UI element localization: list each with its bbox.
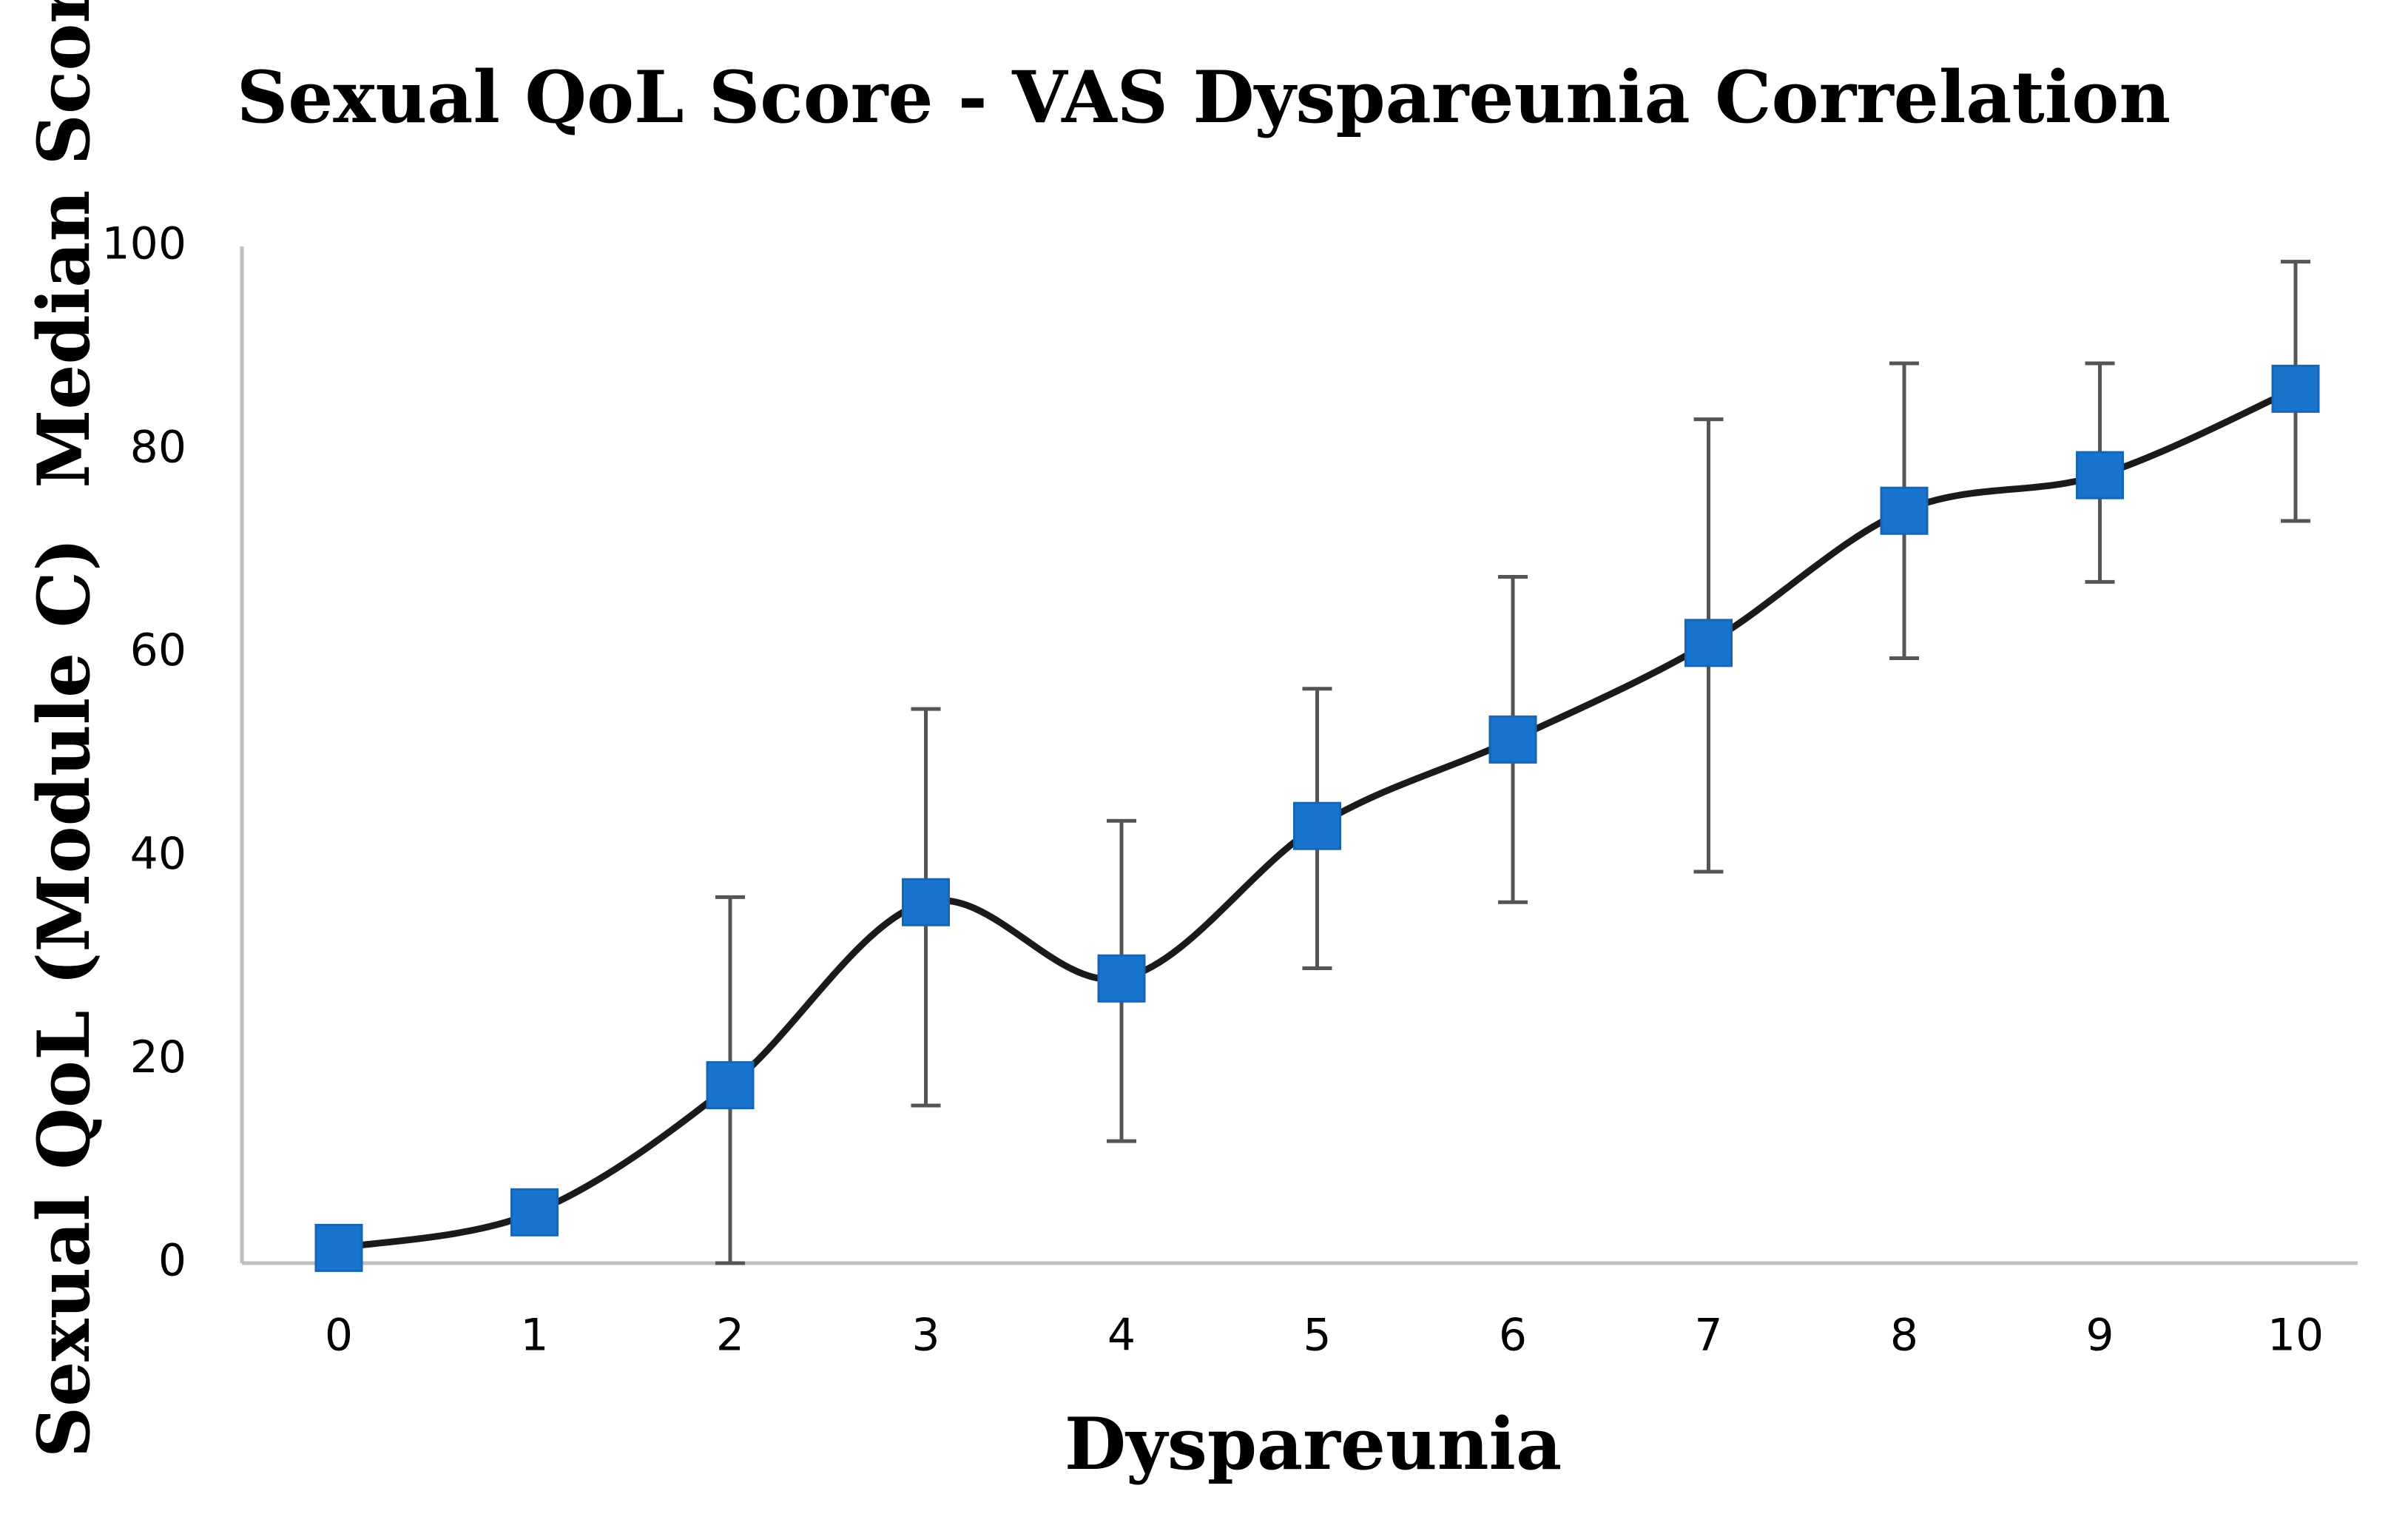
data-point-marker [314, 1223, 363, 1272]
data-point-marker [2271, 364, 2320, 413]
x-tick-label: 10 [2267, 1310, 2324, 1362]
y-axis-label: Sexual QoL (Module C) Median Score [22, 0, 106, 1458]
x-tick-label: 1 [520, 1310, 548, 1362]
x-tick-label: 0 [325, 1310, 353, 1362]
y-tick-label: 80 [130, 421, 186, 473]
data-point-marker [2076, 451, 2124, 499]
x-tick-labels: 0 1 2 3 4 5 6 7 8 9 10 [325, 1310, 2324, 1362]
x-tick-label: 6 [1499, 1310, 1527, 1362]
y-tick-label: 40 [130, 828, 186, 880]
data-point-marker [1293, 801, 1341, 850]
data-point-marker [1880, 486, 1929, 535]
data-point-marker [1684, 619, 1733, 667]
y-tick-label: 20 [130, 1032, 186, 1083]
x-tick-label: 3 [911, 1310, 940, 1362]
x-tick-label: 7 [1694, 1310, 1722, 1362]
data-point-marker [1097, 954, 1146, 1003]
y-tick-label: 100 [101, 218, 186, 270]
data-point-marker [902, 878, 950, 926]
x-tick-label: 8 [1890, 1310, 1918, 1362]
data-markers [314, 364, 2320, 1272]
data-point-marker [1488, 715, 1537, 764]
chart-title: Sexual QoL Score - VAS Dyspareunia Corre… [237, 55, 2171, 139]
x-tick-label: 5 [1303, 1310, 1331, 1362]
y-tick-label: 60 [130, 625, 186, 676]
x-axis-label: Dyspareunia [1065, 1402, 1562, 1486]
x-tick-label: 2 [716, 1310, 744, 1362]
data-point-marker [510, 1188, 559, 1237]
y-tick-labels: 0 20 40 60 80 100 [101, 218, 186, 1287]
y-tick-label: 0 [158, 1235, 186, 1287]
data-point-marker [706, 1061, 755, 1110]
x-tick-label: 9 [2085, 1310, 2114, 1362]
x-tick-label: 4 [1107, 1310, 1136, 1362]
